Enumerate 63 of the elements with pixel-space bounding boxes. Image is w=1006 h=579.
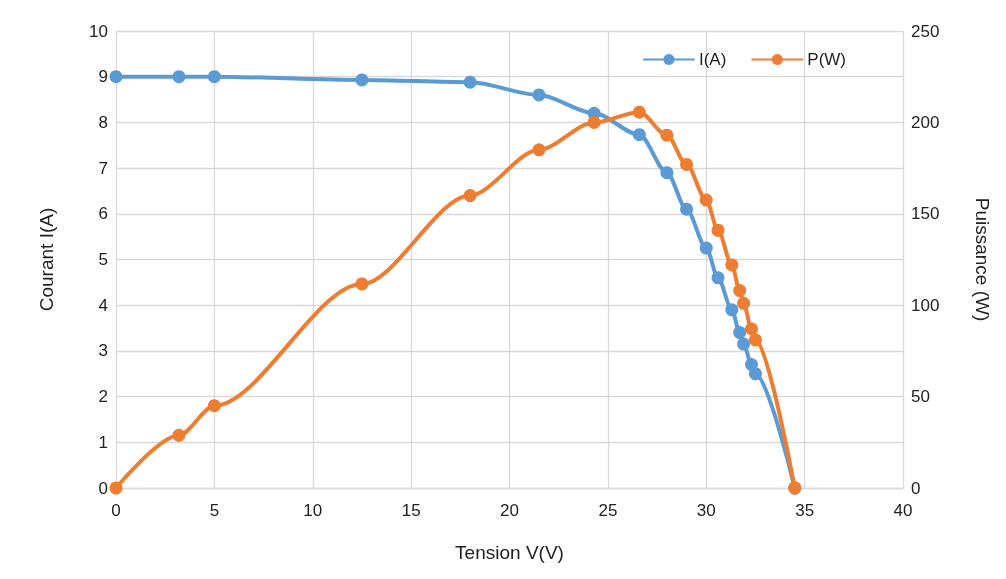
point <box>733 326 747 340</box>
y-tick-label: 0 <box>98 478 108 498</box>
point <box>737 337 751 351</box>
x-tick-label: 25 <box>598 501 618 520</box>
y-tick-label: 6 <box>98 204 108 224</box>
point <box>355 73 369 87</box>
x-tick-label: 20 <box>500 501 519 520</box>
x-tick-label: 30 <box>696 501 716 520</box>
y-tick-label: 4 <box>98 295 108 315</box>
x-tick-label: 15 <box>401 501 421 520</box>
point <box>748 367 762 381</box>
y2-tick-label: 150 <box>911 204 940 224</box>
y2-tick-label: 100 <box>911 295 940 315</box>
y-tick-label: 10 <box>89 21 108 41</box>
point <box>109 481 123 495</box>
point <box>680 202 694 216</box>
point <box>660 128 674 142</box>
point <box>207 399 221 413</box>
point <box>711 271 725 285</box>
y2-tick-label: 200 <box>911 112 940 132</box>
point <box>699 241 713 255</box>
point <box>748 333 762 347</box>
point <box>733 284 747 298</box>
y-axis-title: Courant I(A) <box>36 207 57 312</box>
point <box>699 193 713 207</box>
y2-tick-label: 250 <box>911 21 940 41</box>
x-axis-title: Tension V(V) <box>455 542 564 563</box>
y2-axis-title: Puissance (W) <box>972 197 993 322</box>
point <box>632 105 646 119</box>
point <box>109 70 123 84</box>
point <box>737 296 751 310</box>
y2-tick-label: 0 <box>911 478 921 498</box>
point <box>463 75 477 89</box>
y-tick-label: 1 <box>98 432 108 452</box>
x-tick-label: 10 <box>303 501 323 520</box>
legend-label: P(W) <box>807 50 847 69</box>
point <box>680 157 694 171</box>
point <box>725 303 739 317</box>
point <box>172 428 186 442</box>
point <box>711 223 725 237</box>
y-tick-label: 2 <box>98 387 108 407</box>
x-tick-label: 40 <box>893 501 913 520</box>
y-tick-label: 7 <box>98 158 108 178</box>
legend-label: I(A) <box>698 50 727 69</box>
y-tick-label: 5 <box>98 250 108 269</box>
y-tick-label: 9 <box>98 67 108 87</box>
point <box>532 88 546 102</box>
y-tick-label: 3 <box>98 341 108 361</box>
point <box>172 70 186 84</box>
point <box>587 115 601 129</box>
point <box>463 189 477 203</box>
point <box>725 258 739 272</box>
x-tick-label: 35 <box>795 501 815 520</box>
point <box>632 128 646 142</box>
point <box>745 322 758 336</box>
point <box>660 166 674 180</box>
y2-tick-label: 50 <box>911 387 930 407</box>
y-tick-label: 8 <box>98 112 108 132</box>
point <box>532 143 546 157</box>
x-tick-label: 5 <box>209 501 220 520</box>
point <box>355 277 369 291</box>
x-tick-label: 0 <box>111 501 121 520</box>
point <box>207 70 221 84</box>
